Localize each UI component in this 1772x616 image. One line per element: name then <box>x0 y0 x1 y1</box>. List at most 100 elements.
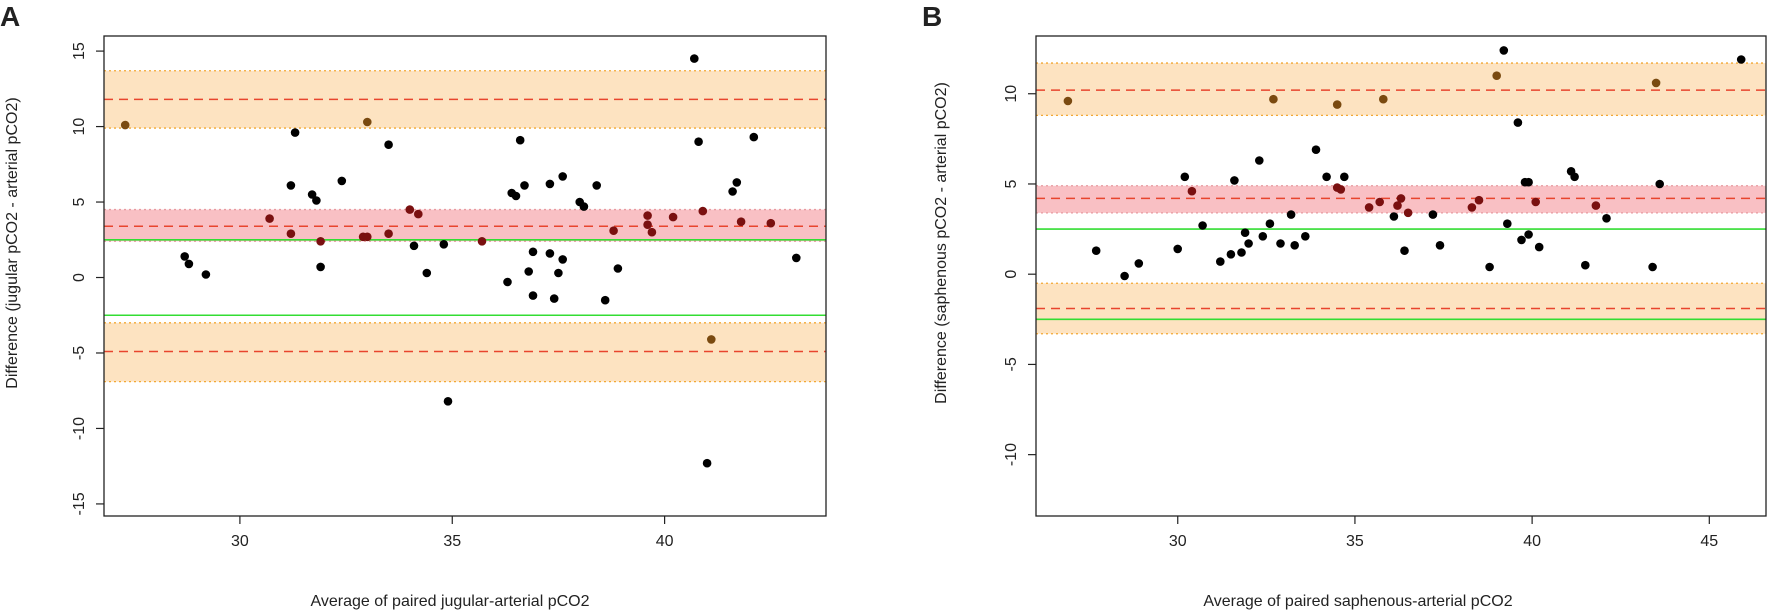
panel-b-data-point-10 <box>1226 250 1236 259</box>
panel-a-data-point-56 <box>732 178 742 187</box>
panel-a-data-point-16 <box>363 232 372 242</box>
panel-b-x-tick-label-30: 30 <box>1169 533 1187 550</box>
panel-a-data-point-45 <box>613 264 623 273</box>
panel-b-data-point-4 <box>1134 259 1144 268</box>
panel-b-y-tick-label--10: -10 <box>1003 443 1020 466</box>
panel-a-data-point-8 <box>290 128 300 137</box>
panel-b-data-point-15 <box>1255 156 1264 165</box>
panel-a-data-point-33 <box>528 291 538 300</box>
panel-a-data-point-23 <box>439 240 449 249</box>
panel-a-data-point-53 <box>702 458 712 468</box>
panel-a-y-tick-label--5: -5 <box>71 346 88 360</box>
panel-a-letter: A <box>0 1 20 32</box>
panel-b-data-point-55 <box>1591 201 1601 210</box>
panel-a-x-axis-label: Average of paired jugular-arterial pCO2 <box>311 593 590 610</box>
panel-b-data-point-50 <box>1531 197 1540 207</box>
panel-a-data-point-52 <box>698 206 708 216</box>
panel-b-y-tick-label-0: 0 <box>1003 270 1020 279</box>
panel-a-data-point-28 <box>511 191 521 201</box>
panel-a-y-tick-label-15: 15 <box>71 42 88 60</box>
panel-b-x-tick-label-35: 35 <box>1346 533 1364 550</box>
panel-b-y-tick-label--5: -5 <box>1003 357 1020 371</box>
panel-a-data-point-25 <box>477 237 487 246</box>
panel-b-data-point-14 <box>1244 239 1253 248</box>
panel-b-data-point-46 <box>1517 235 1526 245</box>
panel-b-data-point-20 <box>1286 210 1296 219</box>
panel-a-jugular-plot: A 30 35 40 -15 -10 -5 0 5 10 15 Average of paired… <box>0 1 827 610</box>
panel-b-data-point-37 <box>1428 210 1438 219</box>
panel-b-x-axis-label: Average of paired saphenous-arterial pCO… <box>1203 593 1512 610</box>
panel-a-data-point-12 <box>316 262 325 272</box>
panel-b-data-point-44 <box>1503 219 1512 228</box>
panel-b-data-point-58 <box>1651 78 1661 88</box>
panel-b-data-point-40 <box>1474 195 1484 205</box>
panel-a-y-tick-label-10: 10 <box>71 118 88 136</box>
panel-a-data-point-60 <box>792 253 801 263</box>
panel-a-data-point-38 <box>558 255 567 264</box>
panel-a-data-point-54 <box>707 335 716 344</box>
panel-b-data-point-42 <box>1492 71 1501 80</box>
panel-a-data-point-17 <box>384 140 393 149</box>
panel-a-data-point-18 <box>384 229 393 238</box>
panel-b-data-point-45 <box>1513 118 1523 127</box>
panel-a-data-point-1 <box>120 120 130 130</box>
panel-a-data-point-19 <box>405 205 415 214</box>
panel-a-data-point-59 <box>766 218 776 228</box>
panel-b-data-point-53 <box>1570 172 1579 182</box>
panel-a-data-point-3 <box>184 259 194 269</box>
panel-a-y-axis-label: Difference (jugular pCO2 - arterial pCO2… <box>4 97 21 388</box>
panel-a-bias-band <box>104 209 826 242</box>
panel-a-x-tick-label-35: 35 <box>443 533 461 550</box>
panel-a-data-point-51 <box>694 137 703 146</box>
panel-a-data-point-10 <box>312 196 321 205</box>
panel-b-data-point-36 <box>1403 208 1413 218</box>
panel-b-data-point-43 <box>1499 46 1509 55</box>
panel-b-data-point-24 <box>1322 172 1331 182</box>
panel-b-data-point-27 <box>1336 185 1346 194</box>
panel-b-data-point-13 <box>1240 228 1250 237</box>
panel-b-data-point-29 <box>1364 203 1374 212</box>
panel-a-data-point-7 <box>286 229 296 238</box>
panel-b-data-point-56 <box>1602 214 1611 223</box>
panel-b-data-point-39 <box>1467 203 1477 212</box>
panel-a-data-point-50 <box>690 54 699 63</box>
panel-b-data-point-60 <box>1736 55 1746 64</box>
panel-b-data-point-11 <box>1230 176 1239 185</box>
panel-b-plot-frame <box>1035 35 1767 517</box>
panel-b-plot-layer: 30 35 40 45 -10 -5 0 5 10 <box>1003 35 1767 550</box>
panel-a-data-point-29 <box>515 135 525 145</box>
panel-a-data-point-22 <box>422 268 432 278</box>
panel-b-data-point-32 <box>1389 212 1399 221</box>
panel-b-data-point-22 <box>1301 232 1310 241</box>
panel-a-x-tick-label-40: 40 <box>656 533 674 550</box>
panel-a-data-point-5 <box>265 214 274 223</box>
panel-b-data-point-7 <box>1187 186 1197 196</box>
panel-b-data-point-49 <box>1524 177 1533 187</box>
panel-b-data-point-57 <box>1648 262 1657 272</box>
panel-b-letter: B <box>922 1 942 32</box>
panel-b-data-point-18 <box>1269 94 1278 104</box>
panel-a-y-tick-label--10: -10 <box>71 417 88 440</box>
panel-a-data-point-4 <box>201 270 211 279</box>
panel-b-data-point-26 <box>1332 100 1342 109</box>
panel-a-y-tick-label-0: 0 <box>71 273 88 282</box>
panel-b-data-point-34 <box>1396 194 1406 203</box>
panel-a-data-point-39 <box>558 172 567 181</box>
panel-a-data-point-13 <box>337 176 347 186</box>
panel-a-data-point-42 <box>592 181 601 190</box>
panel-a-data-point-9 <box>307 190 317 199</box>
panel-a-data-point-57 <box>736 217 746 226</box>
panel-a-data-point-26 <box>503 277 512 287</box>
panel-a-y-tick-label--15: -15 <box>71 492 88 515</box>
panel-a-data-point-58 <box>749 132 759 142</box>
panel-a-data-point-2 <box>180 252 189 261</box>
panel-a-data-point-15 <box>363 117 372 127</box>
panel-b-x-tick-label-45: 45 <box>1700 533 1718 550</box>
panel-a-plot-frame <box>103 35 827 517</box>
panel-b-data-point-8 <box>1198 221 1207 230</box>
panel-a-y-tick-label-5: 5 <box>71 197 88 206</box>
panel-b-data-point-54 <box>1581 260 1590 270</box>
panel-b-data-point-3 <box>1120 271 1129 281</box>
panel-a-data-point-21 <box>414 209 423 219</box>
panel-b-upper-loa-band <box>1036 63 1766 116</box>
